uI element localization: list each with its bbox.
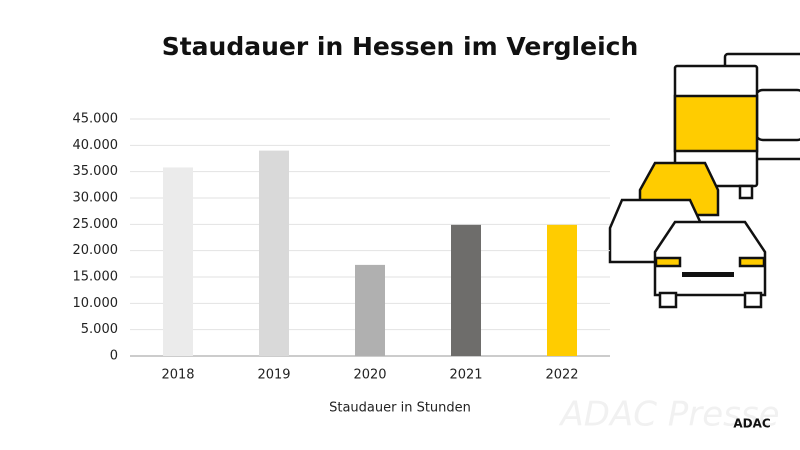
x-tick-label: 2019 bbox=[257, 368, 290, 383]
x-tick-label: 2021 bbox=[449, 368, 482, 383]
bar bbox=[547, 224, 577, 356]
y-tick-label: 10.000 bbox=[73, 296, 119, 311]
bar bbox=[355, 264, 385, 356]
bar bbox=[259, 150, 289, 356]
y-tick-label: 20.000 bbox=[73, 243, 119, 258]
y-tick-label: 0 bbox=[110, 349, 118, 364]
y-tick-label: 15.000 bbox=[73, 270, 119, 285]
bar bbox=[451, 224, 481, 356]
y-tick-label: 35.000 bbox=[73, 164, 119, 179]
x-tick-label: 2018 bbox=[161, 368, 194, 383]
watermark: ADAC Presse bbox=[559, 395, 780, 435]
y-tick-label: 40.000 bbox=[73, 138, 119, 153]
x-tick-label: 2022 bbox=[545, 368, 578, 383]
logo: ADAC bbox=[733, 417, 771, 431]
y-tick-label: 25.000 bbox=[73, 217, 119, 232]
bar bbox=[163, 167, 193, 356]
chart-title: Staudauer in Hessen im Vergleich bbox=[162, 32, 639, 61]
traffic-illustration bbox=[608, 52, 800, 309]
y-tick-label: 30.000 bbox=[73, 191, 119, 206]
y-tick-label: 45.000 bbox=[73, 112, 119, 127]
x-tick-label: 2020 bbox=[353, 368, 386, 383]
y-tick-label: 5.000 bbox=[81, 322, 118, 337]
x-axis-label: Staudauer in Stunden bbox=[329, 401, 471, 416]
